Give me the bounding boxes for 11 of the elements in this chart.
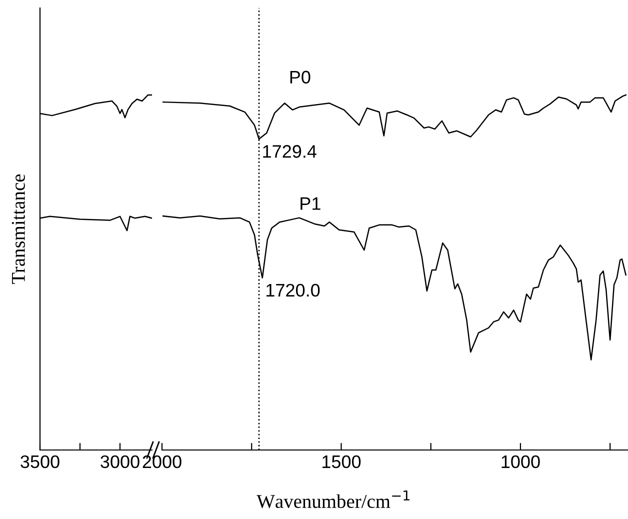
annotation: 1720.0 — [266, 284, 320, 297]
x-tick-label: 1500 — [322, 455, 361, 468]
x-tick-label: 3000 — [100, 455, 140, 468]
annotation: P1 — [300, 197, 320, 210]
x-tick-label: 3500 — [20, 455, 60, 468]
annotation: 1729.4 — [263, 145, 316, 158]
text: P0 — [290, 70, 310, 84]
x-axis-title: Wavenumber/cm$^{−1}$ — [256, 490, 410, 508]
x-tick-label: 2000 — [142, 455, 182, 468]
x-tick-label: 1000 — [502, 455, 540, 468]
y-axis-title: Transmittance — [12, 174, 25, 284]
